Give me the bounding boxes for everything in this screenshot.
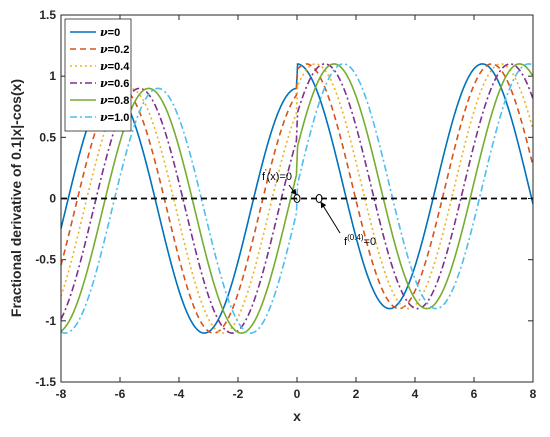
legend-entry-3: ν=0.6 bbox=[100, 77, 129, 90]
x-ticks: -8 -6 -4 -2 0 2 4 6 8 bbox=[56, 15, 537, 401]
y-tick-label: -1.5 bbox=[35, 375, 56, 389]
plot-frame bbox=[60, 14, 534, 383]
x-tick-label: -6 bbox=[115, 387, 126, 401]
annotation-derivative: f'(x)=0 bbox=[262, 168, 292, 183]
x-tick-label: -2 bbox=[233, 387, 244, 401]
x-tick-label: 8 bbox=[530, 387, 537, 401]
y-tick-label: 1 bbox=[49, 69, 56, 83]
series-line-3 bbox=[60, 63, 534, 334]
x-tick-label: -4 bbox=[174, 387, 185, 401]
legend-entry-2: ν=0.4 bbox=[100, 60, 130, 73]
legend-entry-0: ν=0 bbox=[100, 26, 120, 39]
x-tick-label: 6 bbox=[471, 387, 478, 401]
x-tick-label: 0 bbox=[294, 387, 301, 401]
y-axis-label: Fractional derivative of 0.1|x|-cos(x) bbox=[8, 79, 24, 317]
annotation-arrow-fractional bbox=[320, 201, 341, 234]
y-tick-label: -1 bbox=[45, 314, 56, 328]
annotation-arrow-derivative bbox=[288, 184, 297, 196]
x-axis-label: x bbox=[293, 408, 301, 424]
annotation-marker-fractional bbox=[315, 194, 323, 203]
y-tick-label: 0 bbox=[49, 192, 56, 206]
x-tick-label: -8 bbox=[56, 387, 67, 401]
legend-entry-1: ν=0.2 bbox=[100, 43, 129, 56]
annotations: f'(x)=0 f(0.4)=0 bbox=[262, 168, 376, 248]
x-tick-label: 4 bbox=[412, 387, 419, 401]
series-line-4 bbox=[60, 63, 534, 334]
y-tick-label: 1.5 bbox=[39, 8, 56, 22]
annotation-marker-derivative bbox=[293, 194, 301, 203]
y-tick-label: -0.5 bbox=[35, 253, 56, 267]
legend-entry-5: ν=1.0 bbox=[100, 111, 129, 124]
annotation-fractional: f(0.4)=0 bbox=[344, 233, 376, 248]
y-tick-label: 0.5 bbox=[39, 130, 56, 144]
legend-entry-4: ν=0.8 bbox=[100, 94, 129, 107]
x-tick-label: 2 bbox=[353, 387, 360, 401]
legend: ν=0 ν=0.2 ν=0.4 ν=0.6 ν=0.8 ν=1.0 bbox=[64, 18, 132, 132]
legend-box bbox=[64, 18, 132, 132]
